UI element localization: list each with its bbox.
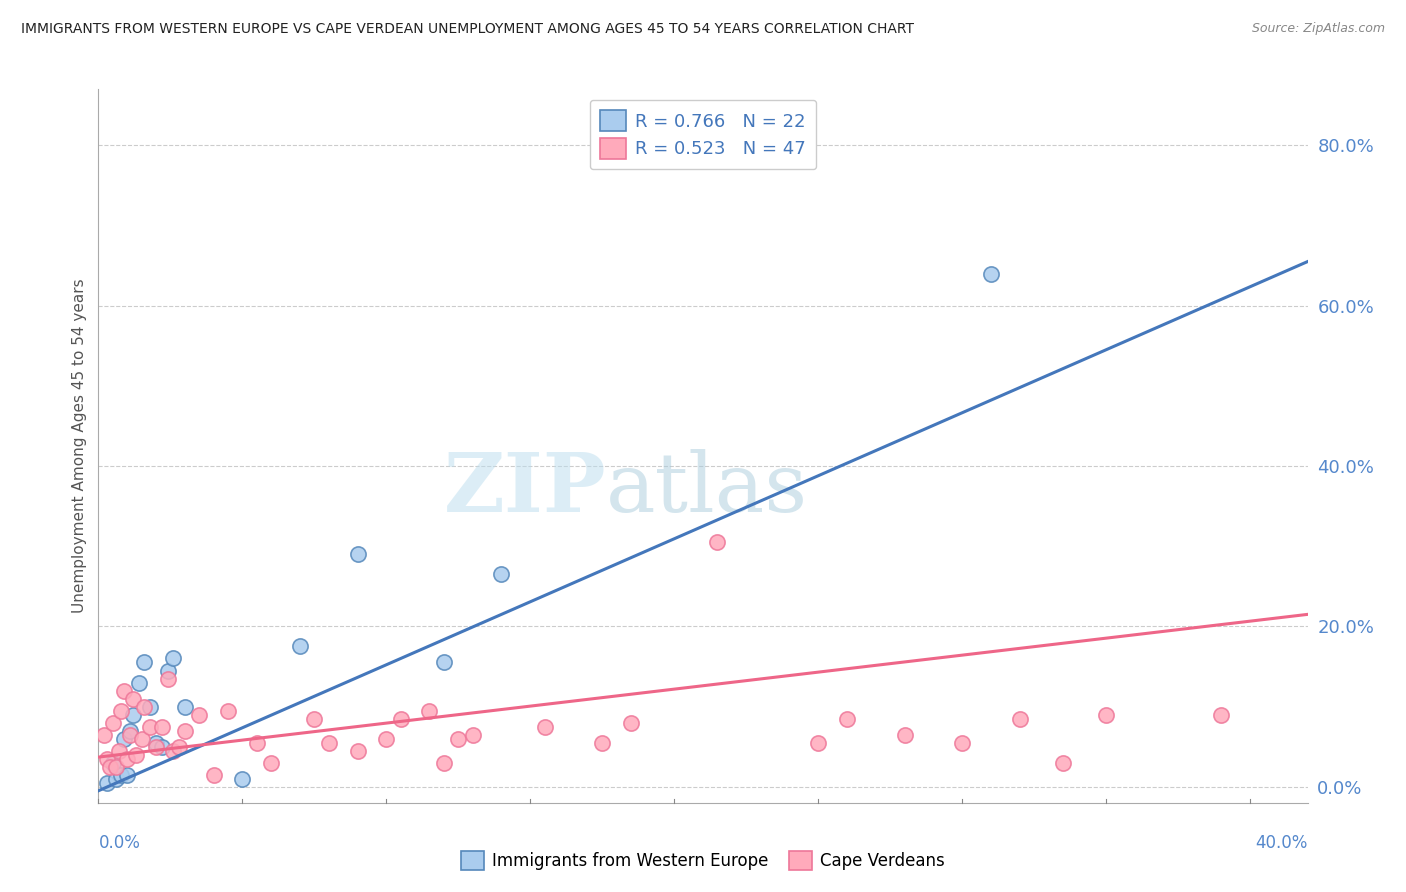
Point (1052, 756, 1074, 770)
Point (120, 728, 142, 742)
Point (318, 736, 340, 750)
Point (433, 656, 456, 670)
Point (93, 728, 115, 742)
Point (162, 744, 184, 758)
Point (491, 567, 513, 582)
Point (139, 699, 162, 714)
Text: 0.0%: 0.0% (98, 834, 141, 852)
Point (260, 756, 283, 770)
Point (145, 739, 167, 754)
Point (231, 772, 253, 786)
Point (706, 535, 728, 549)
Legend: R = 0.766   N = 22, R = 0.523   N = 47: R = 0.766 N = 22, R = 0.523 N = 47 (589, 100, 817, 169)
Point (447, 731, 470, 746)
Point (1211, 707, 1233, 722)
Point (461, 728, 484, 742)
Point (110, 768, 132, 782)
Point (134, 699, 156, 714)
Point (104, 772, 127, 786)
Point (104, 760, 127, 774)
Point (162, 651, 184, 665)
Point (131, 731, 153, 746)
Text: Source: ZipAtlas.com: Source: ZipAtlas.com (1251, 22, 1385, 36)
Point (246, 736, 269, 750)
Point (980, 267, 1002, 281)
Y-axis label: Unemployment Among Ages 45 to 54 years: Unemployment Among Ages 45 to 54 years (72, 278, 87, 614)
Point (96, 752, 118, 766)
Point (96, 776, 118, 790)
Text: ZIP: ZIP (444, 449, 606, 529)
Point (101, 756, 124, 770)
Point (433, 756, 456, 770)
Point (533, 720, 555, 734)
Point (950, 736, 973, 750)
Point (288, 640, 311, 654)
Point (120, 723, 142, 738)
Point (122, 691, 145, 706)
Point (807, 736, 830, 750)
Point (375, 731, 398, 746)
Point (418, 704, 440, 718)
Point (107, 744, 129, 758)
Point (128, 675, 150, 690)
Point (156, 672, 179, 686)
Text: IMMIGRANTS FROM WESTERN EUROPE VS CAPE VERDEAN UNEMPLOYMENT AMONG AGES 45 TO 54 : IMMIGRANTS FROM WESTERN EUROPE VS CAPE V… (21, 22, 914, 37)
Point (202, 768, 225, 782)
Point (125, 747, 148, 762)
Point (173, 723, 195, 738)
Point (620, 715, 643, 730)
Point (591, 736, 613, 750)
Point (304, 712, 326, 726)
Point (112, 731, 135, 746)
Point (150, 739, 173, 754)
Point (346, 744, 368, 758)
Point (145, 736, 167, 750)
Point (1008, 712, 1031, 726)
Point (122, 707, 145, 722)
Point (173, 699, 195, 714)
Point (835, 712, 858, 726)
Text: atlas: atlas (606, 449, 808, 529)
Point (115, 752, 138, 766)
Point (217, 704, 239, 718)
Text: 40.0%: 40.0% (1256, 834, 1308, 852)
Point (101, 715, 124, 730)
Point (346, 547, 368, 561)
Point (188, 707, 211, 722)
Point (134, 656, 156, 670)
Point (893, 728, 915, 742)
Point (112, 683, 135, 698)
Point (139, 720, 162, 734)
Point (150, 720, 173, 734)
Point (110, 704, 132, 718)
Point (1095, 707, 1118, 722)
Point (115, 768, 138, 782)
Legend: Immigrants from Western Europe, Cape Verdeans: Immigrants from Western Europe, Cape Ver… (454, 844, 952, 877)
Point (167, 739, 190, 754)
Point (98, 760, 121, 774)
Point (156, 664, 179, 678)
Point (389, 712, 412, 726)
